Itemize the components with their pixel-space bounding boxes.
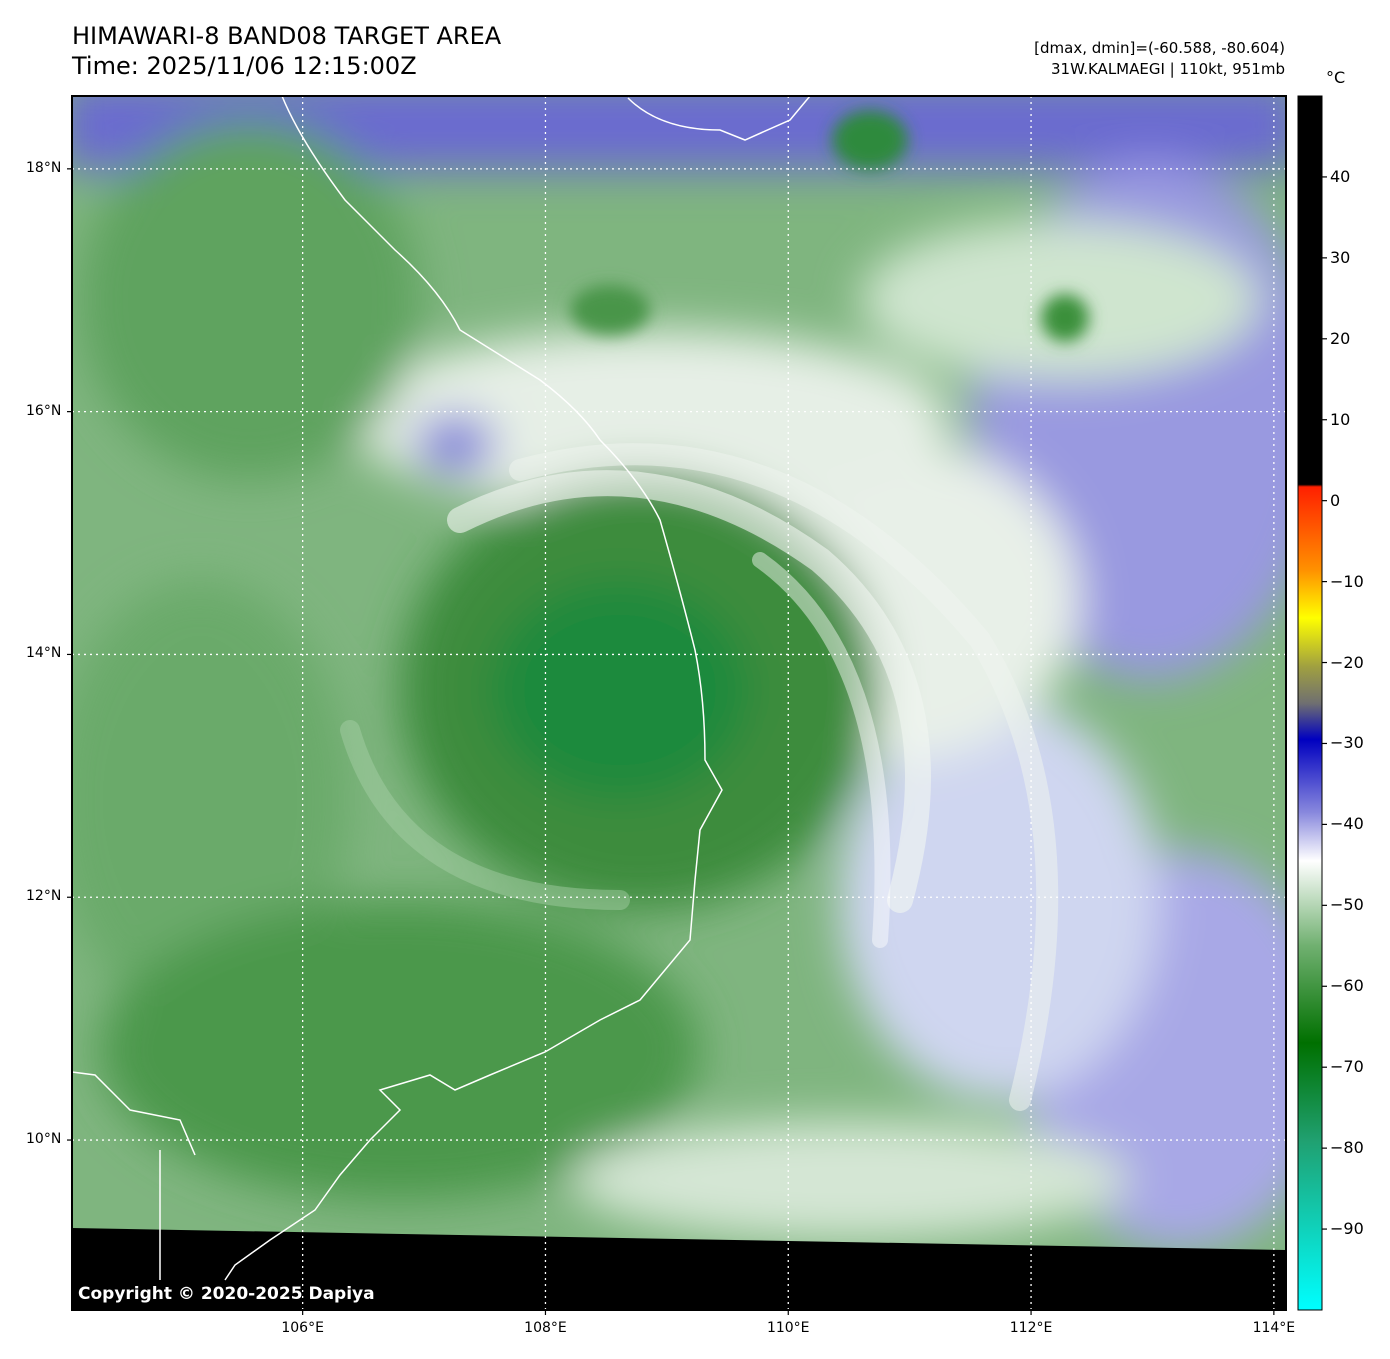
lon-label: 108°E	[524, 1320, 567, 1336]
colorbar-tick-label: −50	[1330, 895, 1364, 915]
colorbar-tick-label: 10	[1330, 409, 1351, 429]
lat-label: 16°N	[26, 402, 62, 419]
colorbar-tick-label: −30	[1330, 733, 1364, 753]
colorbar-tick-label: 20	[1330, 328, 1351, 348]
colorbar-tick-label: 30	[1330, 247, 1351, 267]
colorbar-tick-label: −40	[1330, 814, 1364, 834]
colorbar-tick-label: −70	[1330, 1057, 1364, 1077]
temperature-range: [dmax, dmin]=(-60.588, -80.604)	[1034, 39, 1285, 57]
colorbar-tick-label: −60	[1330, 976, 1364, 996]
lon-label: 106°E	[281, 1320, 324, 1336]
colorbar-tick-label: 40	[1330, 166, 1351, 186]
lon-label: 110°E	[766, 1320, 810, 1336]
lat-label: 18°N	[26, 159, 62, 176]
map-title: HIMAWARI-8 BAND08 TARGET AREA	[72, 22, 502, 50]
colorbar-unit: °C	[1326, 68, 1346, 87]
lat-label: 14°N	[26, 645, 62, 662]
copyright-text: Copyright © 2020-2025 Dapiya	[78, 1284, 375, 1304]
colorbar	[1298, 96, 1322, 1310]
lon-label: 114°E	[1252, 1320, 1296, 1336]
colorbar-tick-label: −80	[1330, 1138, 1364, 1158]
lon-label: 112°E	[1009, 1320, 1053, 1336]
lat-label: 12°N	[26, 888, 62, 905]
colorbar-tick-label: −20	[1330, 652, 1364, 672]
lat-label: 10°N	[26, 1131, 62, 1148]
colorbar-tick-label: −10	[1330, 571, 1364, 591]
colorbar-tick-label: 0	[1330, 490, 1341, 510]
storm-info: 31W.KALMAEGI | 110kt, 951mb	[1051, 60, 1285, 78]
map-time: Time: 2025/11/06 12:15:00Z	[72, 52, 417, 80]
colorbar-tick-label: −90	[1330, 1219, 1364, 1239]
